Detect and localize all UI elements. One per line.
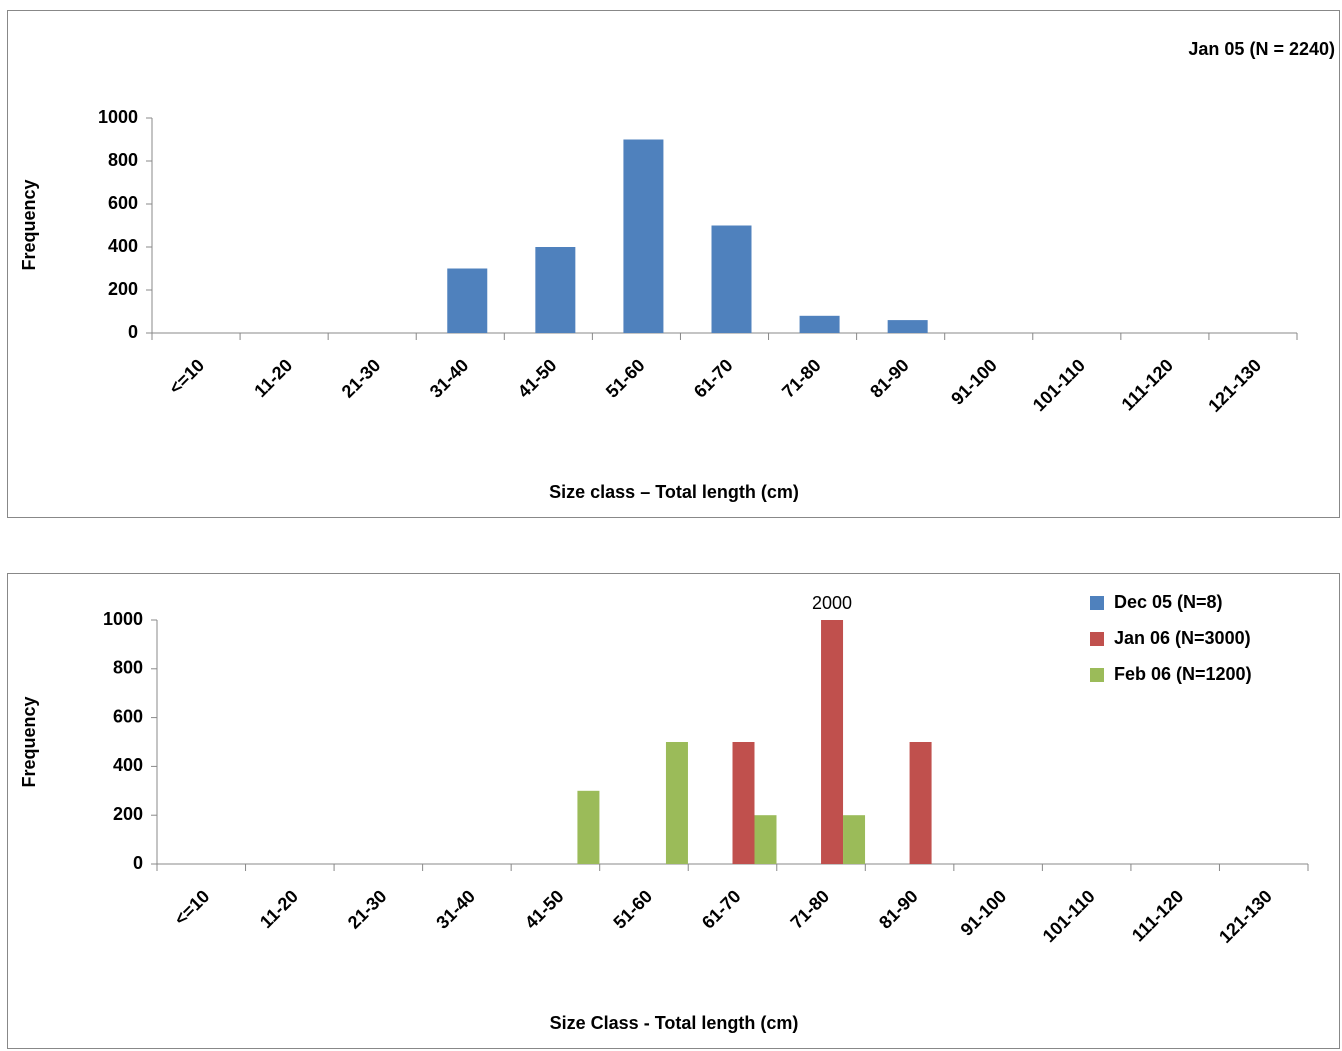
bar [909,742,932,864]
y-tick-label: 600 [108,193,138,213]
legend-label: Jan 06 (N=3000) [1114,628,1251,648]
bar [535,247,576,333]
y-tick-label: 1000 [103,609,143,629]
bar [711,225,752,333]
legend-swatch [1090,596,1104,610]
y-tick-label: 1000 [98,107,138,127]
y-tick-label: 200 [113,804,143,824]
y-axis-title: Frequency [19,696,39,787]
chart-frame [7,10,1340,518]
x-axis-title: Size Class - Total length (cm) [550,1013,799,1033]
y-tick-label: 0 [133,853,143,873]
y-tick-label: 600 [113,706,143,726]
y-tick-label: 400 [108,236,138,256]
bar [843,815,866,864]
bar [821,620,844,864]
plot-area [577,620,932,864]
bar [623,139,664,333]
legend-swatch [1090,632,1104,646]
y-axis-title: Frequency [19,179,39,270]
y-tick-label: 800 [113,658,143,678]
data-label: 2000 [812,593,852,613]
y-tick-label: 800 [108,150,138,170]
y-tick-label: 400 [113,755,143,775]
plot-area [447,139,928,333]
bar [665,742,688,864]
bar [577,790,600,864]
bar [447,268,488,333]
bar [799,315,840,333]
y-tick-label: 200 [108,279,138,299]
bar [887,320,928,333]
y-tick-label: 0 [128,322,138,342]
legend-swatch [1090,668,1104,682]
chart-title: Jan 05 (N = 2240) [1188,39,1335,59]
bar [732,742,755,864]
x-axis-title: Size class – Total length (cm) [549,482,799,502]
bar [754,815,777,864]
legend-label: Feb 06 (N=1200) [1114,664,1252,684]
legend-label: Dec 05 (N=8) [1114,592,1223,612]
